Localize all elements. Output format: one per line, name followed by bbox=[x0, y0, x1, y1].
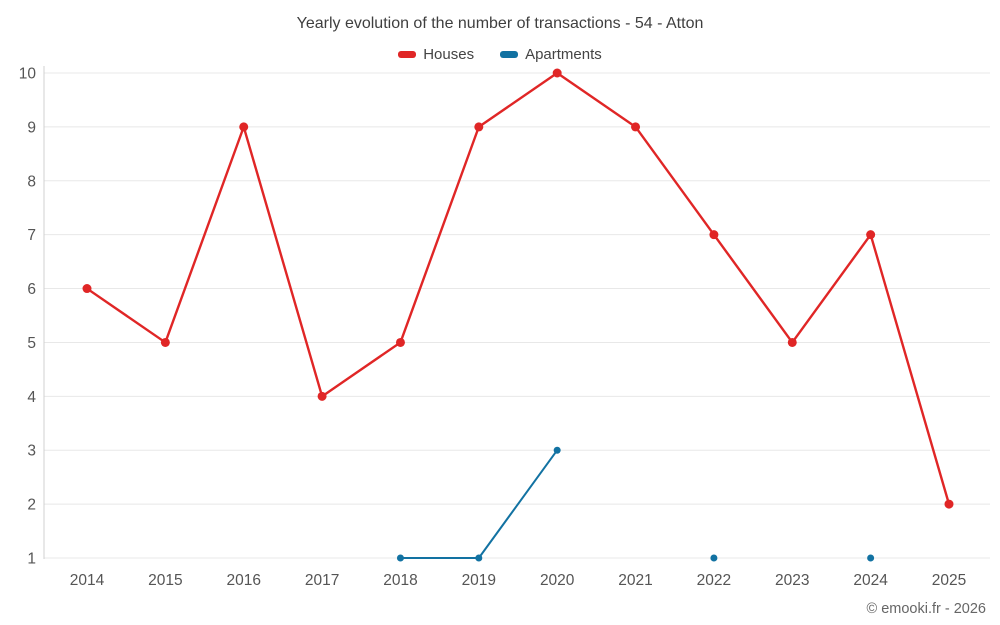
houses-point bbox=[160, 337, 170, 347]
chart-title: Yearly evolution of the number of transa… bbox=[296, 15, 704, 32]
apartments-point bbox=[396, 554, 404, 562]
apartments-point bbox=[475, 554, 483, 562]
x-tick-label: 2023 bbox=[775, 572, 809, 589]
y-tick-label: 2 bbox=[27, 497, 36, 514]
y-tick-label: 1 bbox=[27, 551, 36, 568]
houses-line bbox=[85, 71, 951, 506]
x-tick-label: 2022 bbox=[697, 572, 731, 589]
houses-point bbox=[709, 230, 719, 240]
apartments-point bbox=[553, 446, 561, 454]
legend-item-apartments[interactable]: Apartments bbox=[500, 46, 602, 63]
legend-label: Houses bbox=[423, 46, 475, 63]
y-tick-label: 6 bbox=[27, 281, 36, 298]
x-tick-label: 2018 bbox=[383, 572, 417, 589]
y-tick-label: 8 bbox=[27, 173, 36, 190]
x-tick-label: 2024 bbox=[853, 572, 888, 589]
x-tick-label: 2017 bbox=[305, 572, 339, 589]
x-tick-label: 2021 bbox=[618, 572, 652, 589]
houses-point bbox=[239, 122, 249, 132]
x-tick-label: 2014 bbox=[70, 572, 105, 589]
houses-point bbox=[787, 337, 797, 347]
legend-swatch-apartments bbox=[500, 51, 519, 58]
x-tick-label: 2015 bbox=[148, 572, 182, 589]
x-tick-label: 2020 bbox=[540, 572, 575, 589]
apartments-point bbox=[867, 554, 875, 562]
houses-point bbox=[631, 122, 641, 132]
y-tick-label: 7 bbox=[27, 227, 36, 244]
legend-label: Apartments bbox=[525, 46, 602, 63]
houses-point bbox=[317, 391, 327, 401]
x-tick-label: 2016 bbox=[226, 572, 260, 589]
x-tick-label: 2025 bbox=[932, 572, 966, 589]
copyright-text: © emooki.fr - 2026 bbox=[866, 601, 986, 617]
houses-point bbox=[866, 230, 876, 240]
y-tick-label: 10 bbox=[19, 66, 37, 83]
houses-point bbox=[474, 122, 484, 132]
houses-point bbox=[82, 284, 92, 294]
houses-point bbox=[552, 68, 562, 78]
legend-item-houses[interactable]: Houses bbox=[398, 46, 474, 63]
legend-swatch-houses bbox=[398, 51, 417, 58]
houses-point bbox=[944, 499, 954, 509]
chart-legend: Houses Apartments bbox=[0, 46, 1000, 63]
x-tick-label: 2019 bbox=[462, 572, 496, 589]
apartments-point bbox=[710, 554, 718, 562]
y-tick-label: 3 bbox=[27, 443, 36, 460]
y-tick-label: 9 bbox=[27, 119, 36, 136]
y-tick-label: 4 bbox=[27, 389, 36, 406]
y-tick-label: 5 bbox=[27, 335, 36, 352]
houses-point bbox=[395, 337, 405, 347]
